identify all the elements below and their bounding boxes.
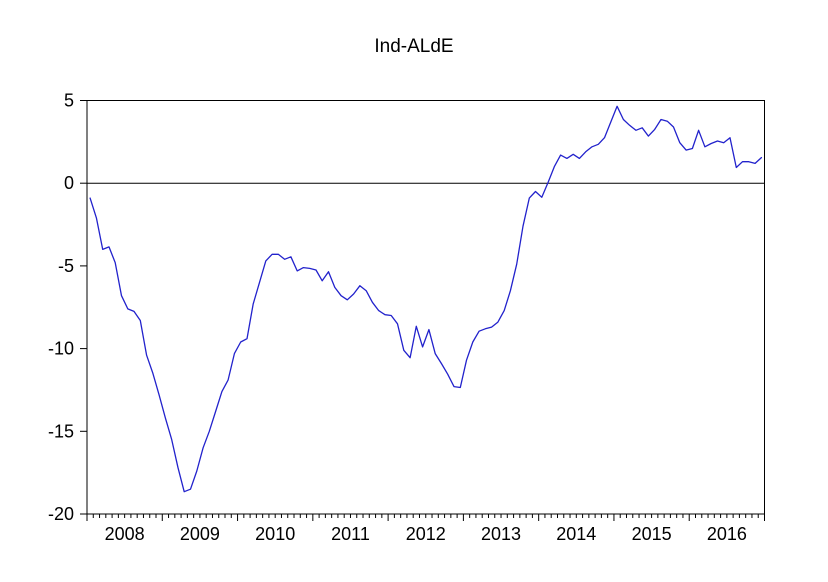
x-tick-label: 2010	[255, 524, 295, 544]
y-tick-label: -5	[58, 256, 74, 276]
series-line	[89, 105, 763, 493]
y-tick-label: -20	[48, 504, 74, 524]
x-tick-label: 2011	[331, 524, 370, 544]
y-tick-label: -10	[48, 339, 74, 359]
y-axis: 5 0 -5 -10 -15 -20	[48, 91, 87, 524]
x-tick-label: 2012	[406, 524, 446, 544]
x-tick-label: 2015	[632, 524, 672, 544]
x-tick-label: 2009	[180, 524, 220, 544]
y-tick-label: 5	[64, 91, 74, 111]
x-tick-label: 2016	[707, 524, 747, 544]
x-tick-label: 2008	[105, 524, 145, 544]
chart-title: Ind-ALdE	[374, 36, 454, 57]
x-axis: 2008 2009 2010 2011 2012 2013 2014 2015 2016	[86, 514, 765, 544]
y-tick-label: -15	[48, 421, 74, 441]
x-tick-label: 2014	[556, 524, 596, 544]
plot-frame	[86, 100, 765, 515]
x-tick-label: 2013	[481, 524, 521, 544]
y-tick-label: 0	[64, 173, 74, 193]
